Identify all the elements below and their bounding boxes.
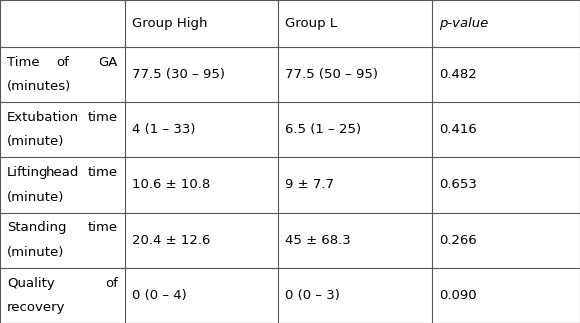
Text: 0.090: 0.090	[439, 289, 477, 302]
Text: (minute): (minute)	[7, 246, 64, 259]
Text: 4 (1 – 33): 4 (1 – 33)	[132, 123, 195, 136]
Text: of: of	[56, 56, 69, 69]
Text: 77.5 (30 – 95): 77.5 (30 – 95)	[132, 68, 224, 81]
Text: 0.416: 0.416	[439, 123, 477, 136]
Text: (minutes): (minutes)	[7, 80, 71, 93]
Text: GA: GA	[99, 56, 118, 69]
Text: time: time	[88, 166, 118, 179]
Text: time: time	[88, 111, 118, 124]
Text: 0.482: 0.482	[439, 68, 477, 81]
Text: p-value: p-value	[439, 17, 488, 30]
Text: Group High: Group High	[132, 17, 207, 30]
Text: head: head	[46, 166, 79, 179]
Text: 20.4 ± 12.6: 20.4 ± 12.6	[132, 234, 210, 247]
Text: 0.266: 0.266	[439, 234, 477, 247]
Text: of: of	[105, 277, 118, 290]
Text: (minute): (minute)	[7, 191, 64, 203]
Text: 0 (0 – 4): 0 (0 – 4)	[132, 289, 186, 302]
Text: 6.5 (1 – 25): 6.5 (1 – 25)	[285, 123, 361, 136]
Text: Quality: Quality	[7, 277, 55, 290]
Text: 77.5 (50 – 95): 77.5 (50 – 95)	[285, 68, 378, 81]
Text: recovery: recovery	[7, 301, 66, 314]
Text: Group L: Group L	[285, 17, 338, 30]
Text: time: time	[88, 222, 118, 234]
Text: Standing: Standing	[7, 222, 67, 234]
Text: 0.653: 0.653	[439, 178, 477, 192]
Text: Lifting: Lifting	[7, 166, 49, 179]
Text: 0 (0 – 3): 0 (0 – 3)	[285, 289, 340, 302]
Text: 9 ± 7.7: 9 ± 7.7	[285, 178, 334, 192]
Text: (minute): (minute)	[7, 135, 64, 148]
Text: Extubation: Extubation	[7, 111, 79, 124]
Text: 10.6 ± 10.8: 10.6 ± 10.8	[132, 178, 210, 192]
Text: Time: Time	[7, 56, 39, 69]
Text: 45 ± 68.3: 45 ± 68.3	[285, 234, 351, 247]
